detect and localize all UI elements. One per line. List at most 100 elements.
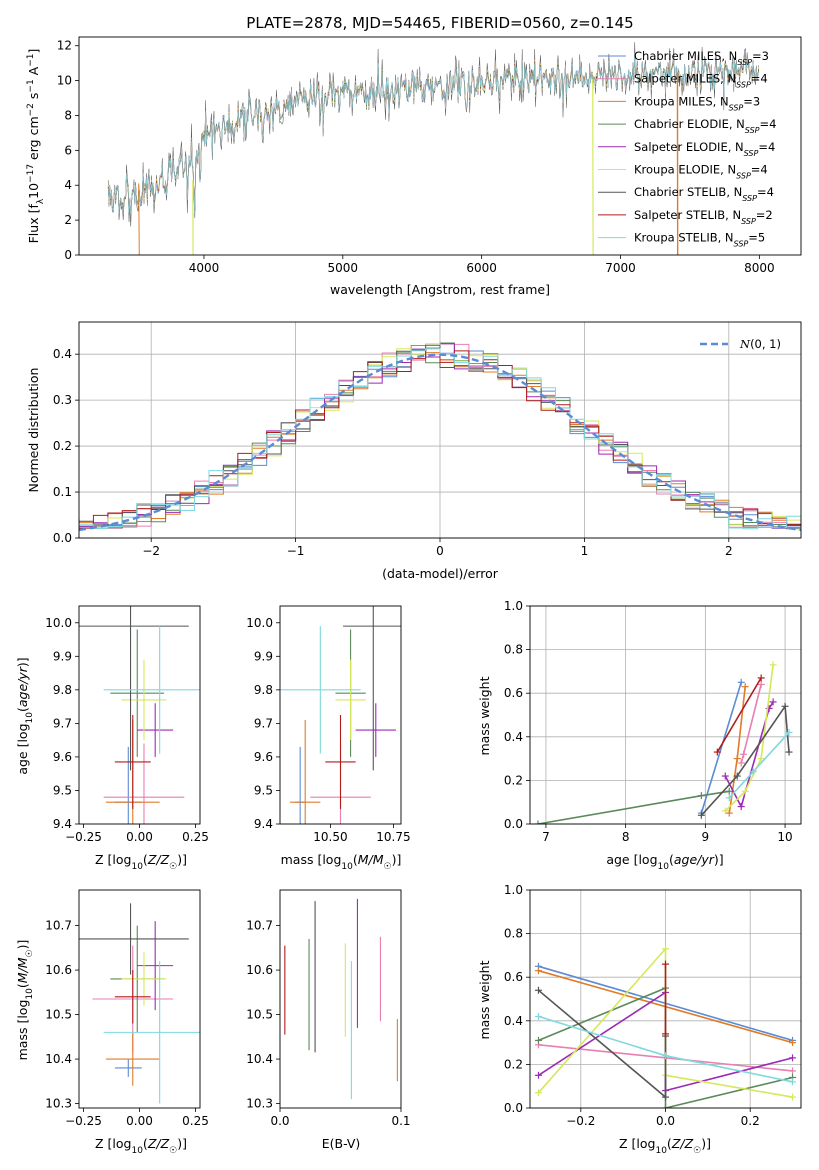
y-tick-label: 10.3: [246, 1097, 273, 1111]
y-tick-label: 10.4: [246, 1052, 273, 1066]
x-tick-label: −1: [287, 544, 305, 558]
x-tick-label: 0.00: [126, 830, 153, 844]
x-tick-label: −0.25: [65, 1114, 102, 1128]
legend-label: Chabrier ELODIE, NSSP=4: [634, 117, 776, 135]
spectrum-line: [107, 52, 760, 215]
panel-mass_vs_ebv: 0.0 0.1 10.3 10.4 10.5 10.6 10.7: [246, 889, 411, 1128]
x-tick-label: 0.00: [126, 1114, 153, 1128]
plot-area-age_vs_mass: [280, 606, 401, 824]
y-axis-label: age [log10(age/yr)]: [15, 657, 35, 774]
y-axis-label: mass weight: [477, 960, 492, 1039]
y-tick-label: 0.0: [53, 531, 72, 545]
y-tick-label: 10.0: [45, 616, 72, 630]
panel-age_vs_mass: 10.50 10.75 9.4 9.5 9.6 9.7 9.8 9.9 10.0: [246, 605, 411, 844]
plot-area-mass_vs_Z: [79, 903, 200, 1104]
y-tick-label: 10.3: [45, 1097, 72, 1111]
y-tick-label: 8: [64, 108, 72, 122]
legend-label: Kroupa MILES, NSSP=3: [634, 94, 760, 112]
plot-area-mass_vs_ebv: [284, 898, 398, 1100]
axes-frame: [78, 605, 201, 825]
y-tick-label: 0: [64, 248, 72, 262]
y-tick-label: 12: [57, 39, 72, 53]
y-axis-label: mass weight: [477, 676, 492, 755]
x-tick-label: 8: [622, 830, 630, 844]
series-line: [700, 682, 742, 814]
y-tick-label: 10.0: [246, 616, 273, 630]
y-tick-label: 0.8: [504, 927, 523, 941]
x-axis-label: Z [log10(Z/Z☉)]: [619, 1136, 711, 1156]
y-axis-label: Flux [fλ10−17 erg cm−2 s−1 A−1]: [26, 49, 46, 244]
legend-label: Kroupa ELODIE, NSSP=4: [634, 163, 768, 181]
plot-area-mass_weight_vs_age: [534, 661, 793, 824]
y-tick-label: 0.2: [504, 773, 523, 787]
x-tick-label: 1: [581, 544, 589, 558]
normal-reference-curve: [79, 353, 801, 532]
spectrum-edge: [138, 183, 140, 255]
x-tick-label: −0.2: [566, 1114, 595, 1128]
y-tick-label: 9.7: [254, 716, 273, 730]
panel-mass_weight_vs_Z: −0.2 0.0 0.2 0.0 0.2 0.4 0.6 0.8 1.0: [504, 883, 802, 1128]
legend-label: Salpeter MILES, NSSP=4: [634, 72, 768, 90]
y-tick-label: 0.6: [504, 686, 523, 700]
y-tick-label: 0.3: [53, 393, 72, 407]
x-tick-label: 2: [725, 544, 733, 558]
y-tick-label: 0.4: [504, 730, 523, 744]
axes-frame: [279, 605, 402, 825]
y-tick-label: 0.6: [504, 970, 523, 984]
panel-mass_weight_vs_age: 7 8 9 10 0.0 0.2 0.4 0.6 0.8 1.0: [504, 599, 802, 844]
y-tick-label: 1.0: [504, 883, 523, 897]
y-tick-label: 0.8: [504, 643, 523, 657]
panel-spectrum: 4000 5000 6000 7000 8000 0 2 4 6 8 10 12: [57, 36, 802, 275]
y-tick-label: 0.0: [504, 1101, 523, 1115]
x-axis-label: wavelength [Angstrom, rest frame]: [330, 282, 550, 297]
x-tick-label: −2: [142, 544, 160, 558]
figure-title: PLATE=2878, MJD=54465, FIBERID=0560, z=0…: [246, 14, 633, 32]
y-tick-label: 4: [64, 178, 72, 192]
y-tick-label: 6: [64, 143, 72, 157]
y-tick-label: 9.9: [254, 649, 273, 663]
legend-label: Salpeter STELIB, NSSP=2: [634, 208, 773, 226]
y-tick-label: 9.6: [254, 750, 273, 764]
y-tick-label: 0.0: [504, 817, 523, 831]
legend-label: Salpeter ELODIE, NSSP=4: [634, 140, 775, 158]
x-axis-label: mass [log10(M/M☉)]: [281, 852, 402, 872]
y-tick-label: 10.4: [45, 1052, 72, 1066]
legend-label: Kroupa STELIB, NSSP=5: [634, 231, 765, 249]
x-axis-label: (data-model)/error: [382, 566, 499, 581]
legend-label: Chabrier MILES, NSSP=3: [634, 49, 769, 67]
y-tick-label: 1.0: [504, 599, 523, 613]
y-tick-label: 10.7: [45, 919, 72, 933]
x-axis-label: age [log10(age/yr)]: [606, 852, 723, 872]
x-tick-label: 10.50: [313, 830, 347, 844]
y-tick-label: 2: [64, 213, 72, 227]
x-tick-label: 4000: [189, 261, 220, 275]
y-tick-label: 9.7: [53, 716, 72, 730]
y-tick-label: 9.4: [53, 817, 72, 831]
panel-age_vs_Z: −0.25 0.00 0.25 9.4 9.5 9.6 9.7 9.8 9.9 10.0: [45, 605, 209, 844]
y-tick-label: 0.2: [504, 1057, 523, 1071]
y-axis-label: Normed distribution: [26, 368, 41, 493]
plot-area-mass_weight_vs_Z: [534, 945, 797, 1108]
y-tick-label: 10.6: [45, 963, 72, 977]
series-line: [716, 677, 762, 753]
axes-frame: [529, 605, 802, 825]
x-tick-label: −0.25: [65, 830, 102, 844]
x-tick-label: 7: [542, 830, 550, 844]
legend-label: N(0, 1): [739, 337, 781, 351]
x-axis-label: Z [log10(Z/Z☉)]: [95, 852, 187, 872]
y-tick-label: 0.4: [53, 347, 72, 361]
x-tick-label: 0.0: [270, 1114, 289, 1128]
y-tick-label: 0.1: [53, 485, 72, 499]
x-tick-label: 0.0: [656, 1114, 675, 1128]
y-tick-label: 10.7: [246, 919, 273, 933]
series-line: [700, 704, 790, 816]
plot-area-residuals: [79, 342, 801, 532]
y-tick-label: 10.5: [246, 1008, 273, 1022]
legend: Chabrier MILES, NSSP=3 Salpeter MILES, NS…: [598, 49, 776, 248]
y-tick-label: 9.8: [53, 683, 72, 697]
y-tick-label: 9.5: [254, 783, 273, 797]
y-tick-label: 0.2: [53, 439, 72, 453]
y-tick-label: 9.4: [254, 817, 273, 831]
x-tick-label: 10.75: [376, 830, 410, 844]
